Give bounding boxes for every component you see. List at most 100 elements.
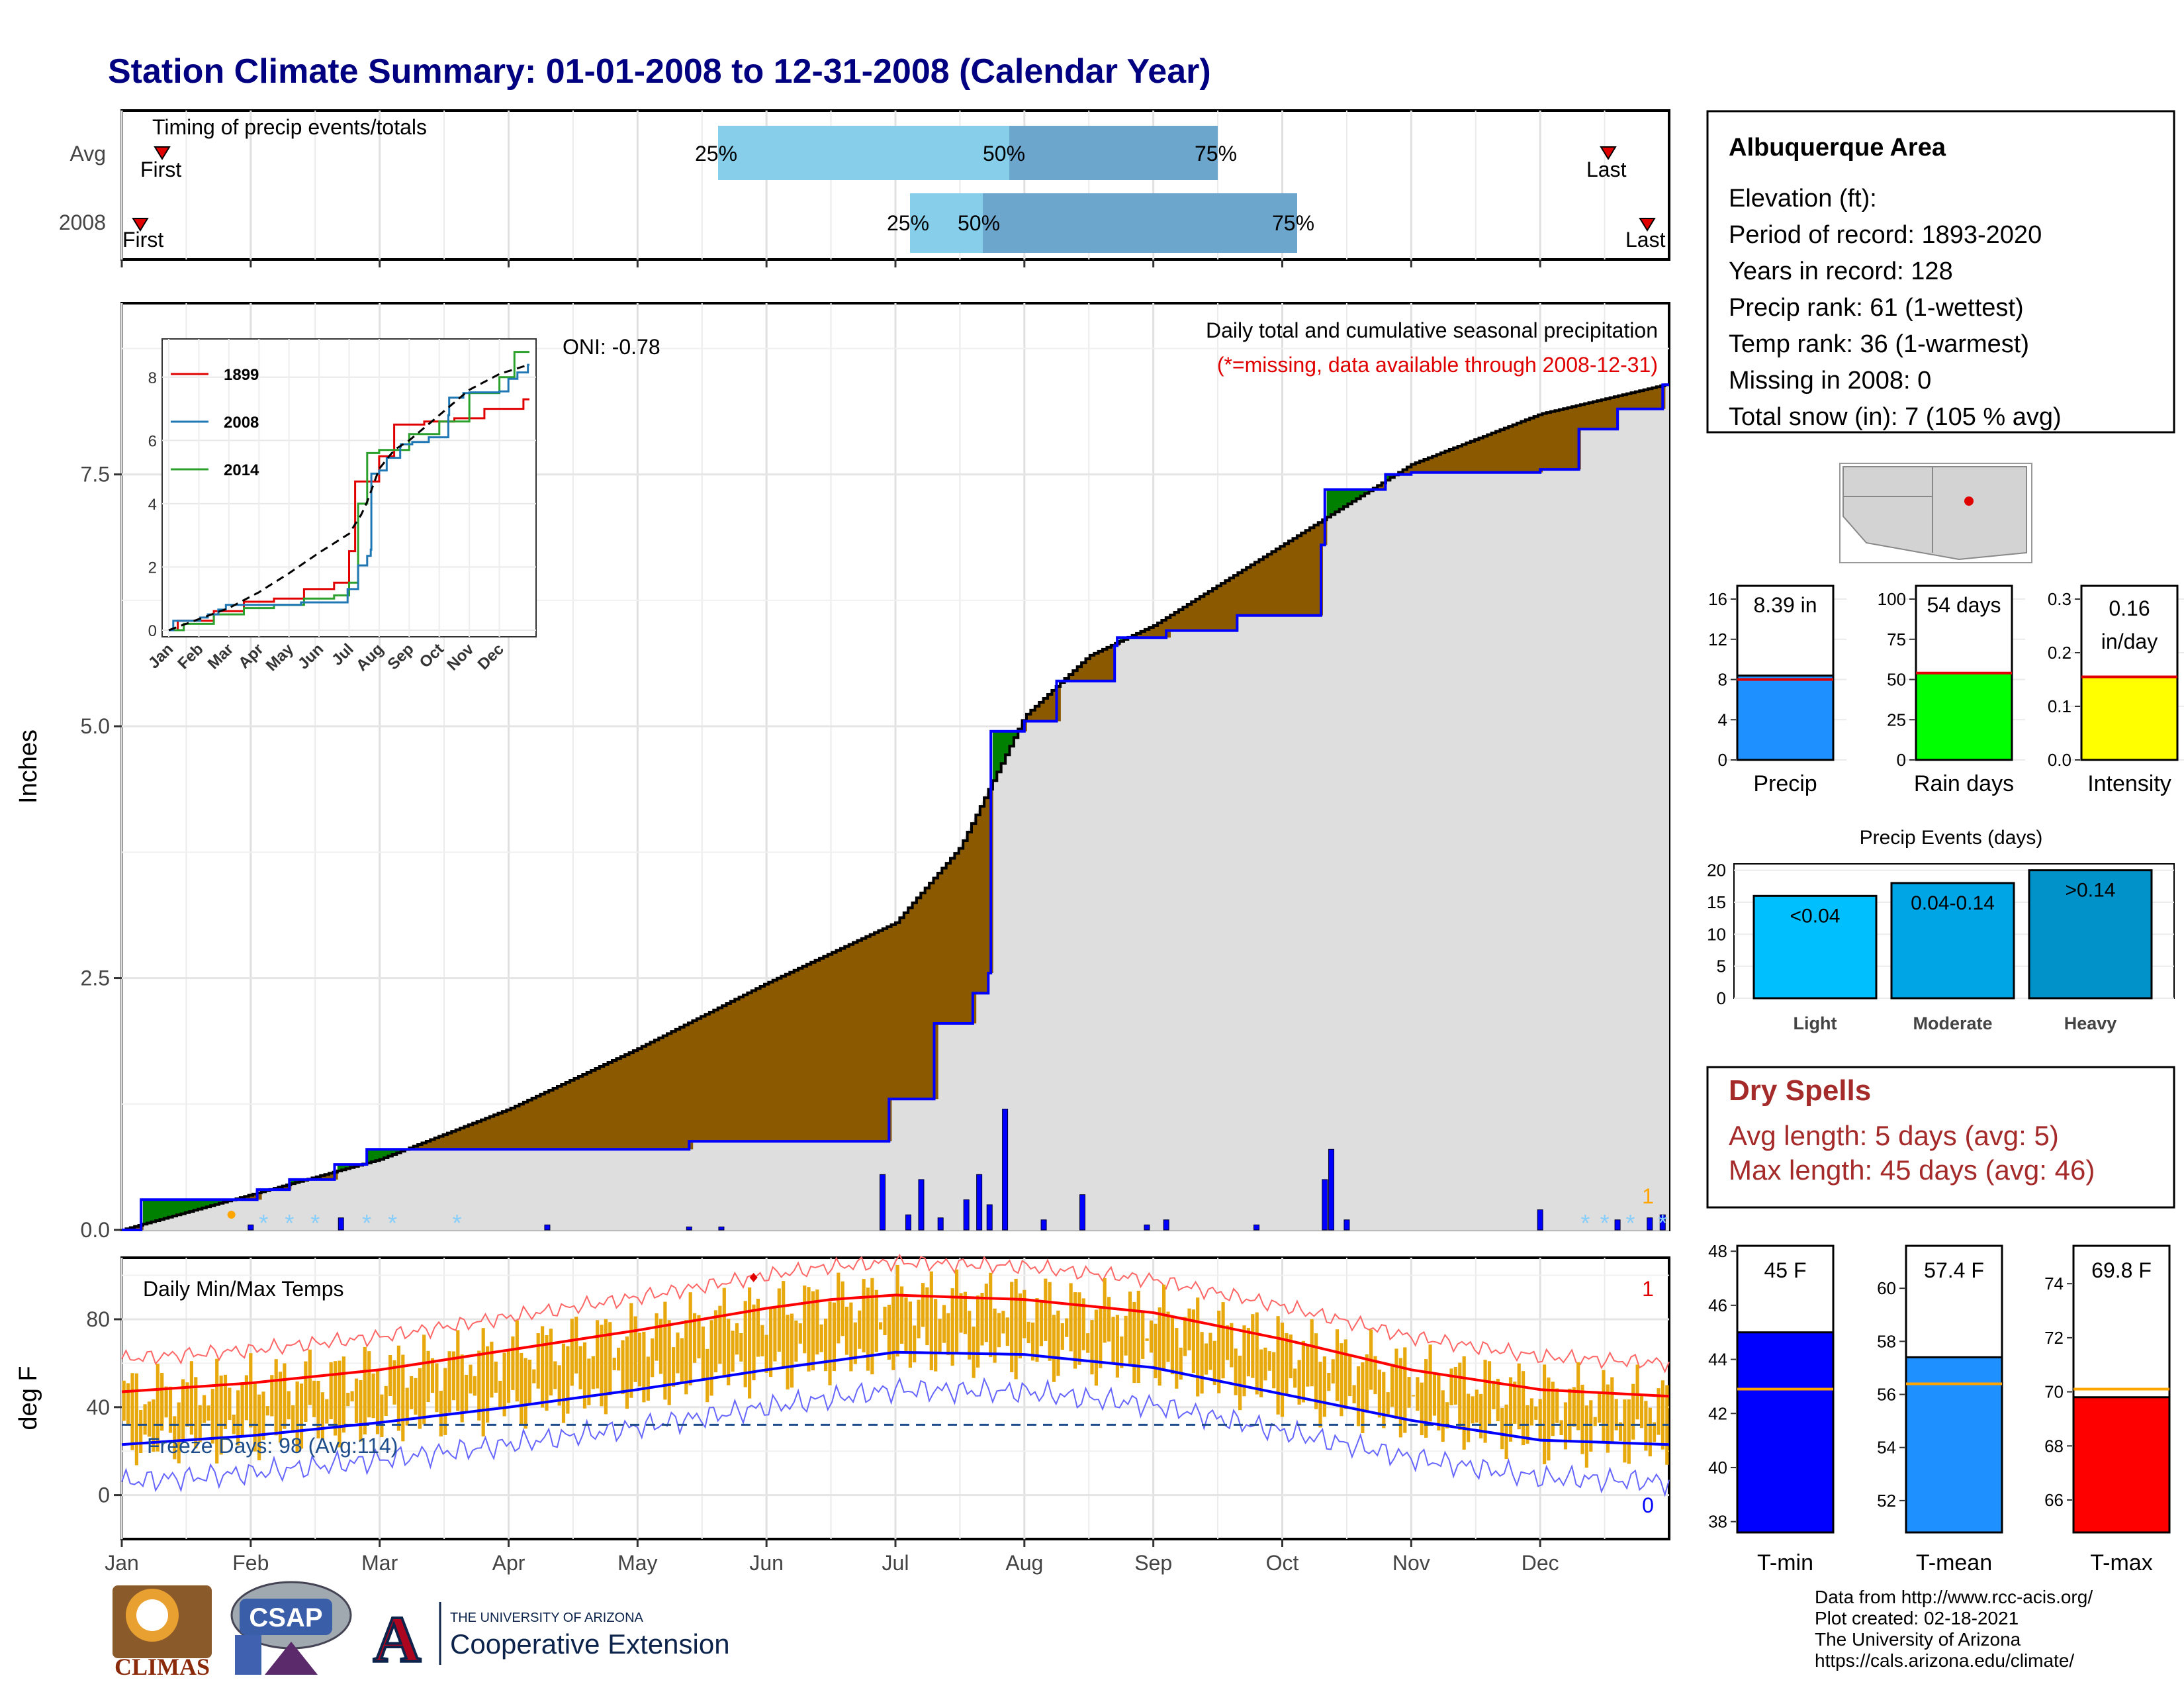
daily-temp-bar: [1479, 1393, 1483, 1438]
departure-fill: [979, 806, 985, 994]
snow-marker: *: [1580, 1209, 1590, 1237]
departure-fill: [1225, 581, 1230, 631]
daily-temp-bar: [430, 1358, 435, 1393]
departure-fill: [1656, 387, 1661, 409]
departure-fill: [1347, 489, 1353, 504]
temp-bar-value: [1736, 1331, 1835, 1534]
daily-temp-bar: [955, 1269, 959, 1354]
daily-temp-bar: [557, 1365, 561, 1406]
departure-fill: [667, 1033, 672, 1150]
departure-fill: [1267, 554, 1273, 616]
departure-fill: [735, 999, 740, 1142]
daily-temp-bar: [713, 1310, 718, 1373]
daily-temp-bar: [126, 1383, 130, 1425]
daily-temp-bar: [418, 1368, 422, 1429]
departure-fill: [1360, 489, 1365, 496]
daily-temp-bar: [405, 1387, 409, 1426]
departure-fill: [189, 1199, 195, 1211]
departure-fill: [1242, 570, 1247, 616]
daily-temp-bar: [1107, 1297, 1111, 1342]
ua-logo-letter: A: [373, 1603, 421, 1676]
mini-bar-y-tick-label: 0: [1897, 750, 1906, 770]
departure-fill: [1597, 400, 1602, 430]
daily-temp-bar: [299, 1383, 304, 1449]
temp-bar-y-tick-label: 52: [1877, 1491, 1896, 1511]
daily-temp-bar: [1398, 1358, 1402, 1438]
daily-temp-bar: [320, 1392, 324, 1440]
timing-avg-first-marker: [154, 146, 171, 160]
departure-fill: [345, 1164, 351, 1169]
departure-fill: [1538, 414, 1543, 473]
daily-temp-bar: [1382, 1372, 1386, 1429]
daily-temp-bar: [240, 1382, 244, 1435]
daily-precip-bar: [1144, 1224, 1150, 1231]
daily-temp-bar: [1576, 1362, 1580, 1430]
daily-temp-bar: [1246, 1328, 1250, 1377]
departure-fill: [709, 1012, 715, 1142]
daily-temp-bar: [819, 1324, 823, 1352]
departure-fill: [1445, 451, 1450, 473]
departure-fill: [675, 1029, 680, 1150]
daily-temp-bar: [422, 1335, 426, 1425]
daily-temp-bar: [1416, 1377, 1420, 1411]
daily-temp-bar: [206, 1405, 210, 1421]
daily-temp-bar: [883, 1307, 887, 1335]
daily-temp-bar: [637, 1333, 642, 1387]
daily-temp-bar: [1005, 1317, 1009, 1346]
departure-fill: [388, 1149, 393, 1156]
daily-temp-bar: [451, 1351, 456, 1401]
daily-temp-bar: [1386, 1392, 1390, 1417]
departure-fill: [1234, 575, 1239, 631]
precip-caption: Daily total and cumulative seasonal prec…: [1206, 318, 1658, 342]
departure-fill: [1559, 409, 1565, 470]
departure-fill: [1212, 588, 1218, 631]
departure-fill: [629, 1053, 634, 1150]
departure-fill: [206, 1199, 211, 1207]
daily-temp-bar: [929, 1271, 933, 1370]
ua-logo-small: THE UNIVERSITY OF ARIZONA: [450, 1611, 644, 1625]
daily-temp-bar: [697, 1315, 701, 1358]
daily-temp-bar: [1065, 1318, 1069, 1337]
departure-fill: [612, 1060, 617, 1150]
daily-temp-bar: [824, 1319, 828, 1372]
daily-temp-bar: [858, 1310, 862, 1349]
departure-fill: [1174, 612, 1179, 631]
daily-temp-bar: [587, 1358, 591, 1405]
daily-temp-bar: [1657, 1388, 1661, 1435]
departure-fill: [832, 952, 837, 1142]
daily-temp-bar: [527, 1360, 531, 1405]
daily-temp-bar: [633, 1316, 637, 1382]
daily-temp-bar: [1048, 1282, 1052, 1361]
daily-temp-bar: [1343, 1339, 1347, 1409]
daily-precip-bar: [248, 1224, 254, 1231]
daily-temp-bar: [1403, 1347, 1407, 1433]
departure-fill: [1428, 457, 1433, 473]
departure-fill: [713, 1009, 719, 1142]
daily-temp-bar: [1306, 1344, 1310, 1387]
departure-fill: [608, 1062, 613, 1150]
departure-fill: [1161, 620, 1167, 638]
events-y-tick-label: 0: [1717, 988, 1726, 1008]
daily-temp-bar: [862, 1279, 866, 1352]
mini-bar-value: [1736, 675, 1835, 761]
daily-temp-bar: [1023, 1289, 1026, 1338]
inset-y-tick-label: 8: [148, 369, 157, 387]
departure-fill: [895, 922, 901, 1100]
daily-temp-bar: [895, 1264, 899, 1357]
mini-bar-value: [2080, 675, 2179, 761]
departure-fill: [1631, 393, 1636, 409]
daily-temp-bar: [815, 1289, 819, 1355]
timing-panel: Timing of precip events/totals Avg 2008 …: [59, 109, 1670, 261]
daily-temp-bar: [1081, 1298, 1085, 1350]
daily-temp-bar: [1644, 1401, 1648, 1451]
departure-fill: [248, 1195, 253, 1200]
dry-spells-avg: Avg length: 5 days (avg: 5): [1729, 1120, 2059, 1151]
departure-fill: [1588, 402, 1594, 430]
departure-fill: [1415, 463, 1420, 473]
departure-fill: [1432, 456, 1437, 473]
departure-fill: [1250, 565, 1255, 616]
daily-precip-bar: [976, 1174, 983, 1231]
daily-temp-bar: [1462, 1356, 1466, 1450]
daily-temp-bar: [764, 1335, 768, 1373]
